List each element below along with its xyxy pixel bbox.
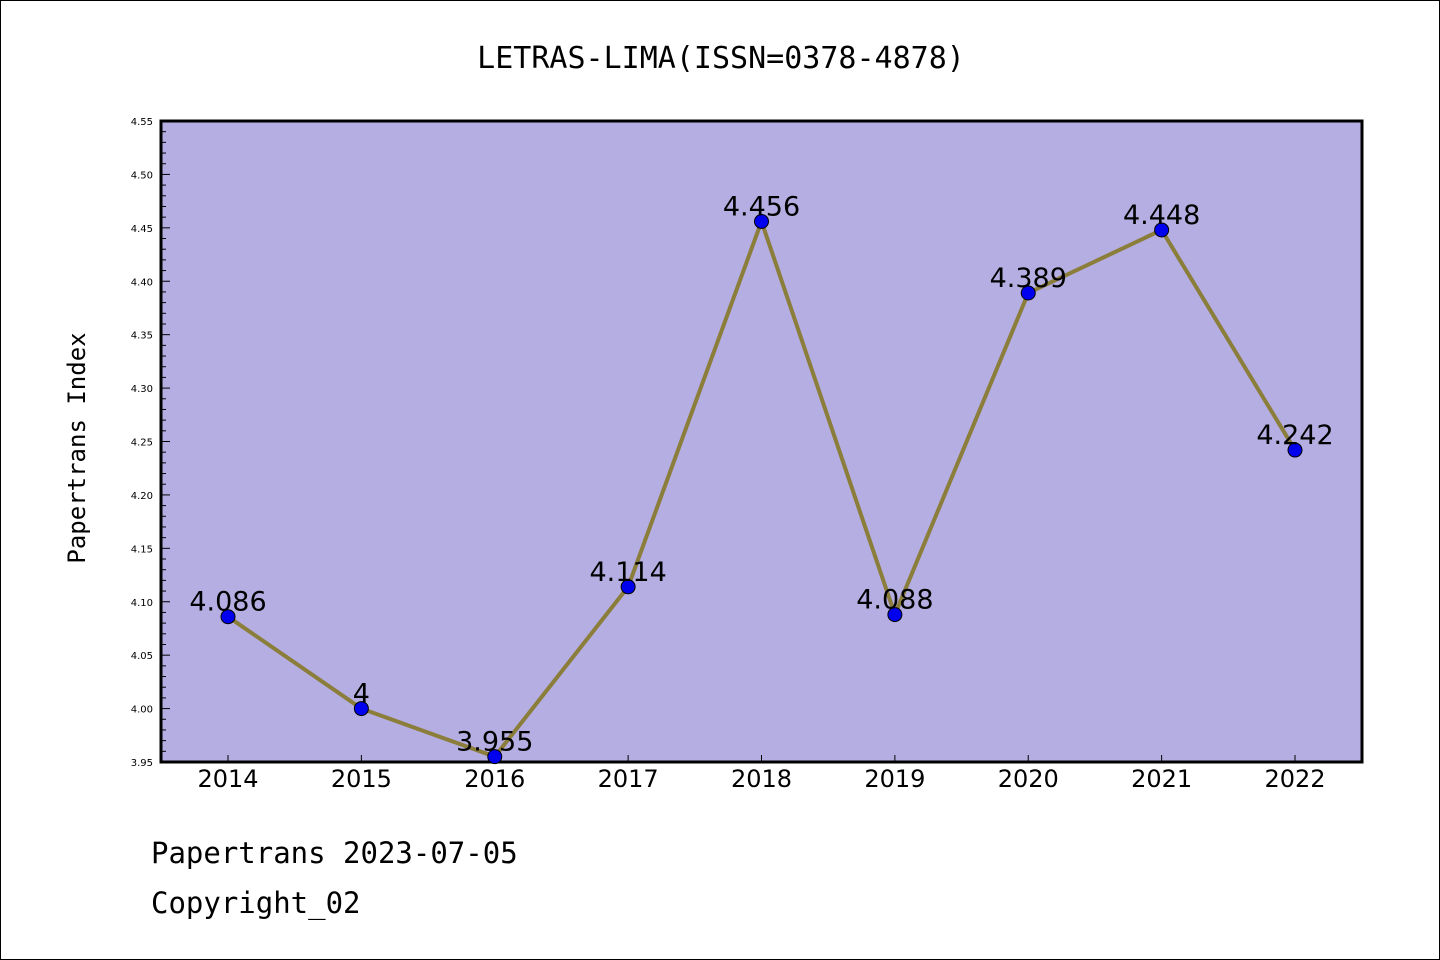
y-tick-label: 4.45 [131,224,153,235]
x-tick-label: 2016 [464,765,525,793]
data-point [220,609,236,625]
x-tick-label: 2022 [1264,765,1325,793]
footer-copyright: Copyright_02 [151,886,361,920]
y-tick-label: 4.20 [131,491,153,502]
x-tick-label: 2021 [1131,765,1192,793]
data-label: 4 [353,679,370,710]
data-point [1287,442,1303,458]
chart-title: LETRAS-LIMA(ISSN=0378-4878) [477,41,965,76]
data-label: 4.448 [1123,200,1200,231]
data-point [620,579,636,595]
y-tick-label: 4.30 [131,384,153,395]
data-points [220,213,1303,765]
y-tick-label: 4.35 [131,331,153,342]
data-label: 4.114 [589,557,666,588]
y-tick-label: 4.50 [131,170,153,181]
data-label: 4.086 [189,587,266,618]
data-label: 4.456 [723,191,800,222]
data-label: 4.088 [856,585,933,616]
x-tick-label: 2018 [731,765,792,793]
data-label: 3.955 [456,727,533,758]
data-label: 4.242 [1256,420,1333,451]
x-tick-label: 2020 [998,765,1059,793]
y-tick-label: 4.40 [131,277,153,288]
y-tick-label: 4.00 [131,705,153,716]
x-tick-label: 2019 [864,765,925,793]
y-tick-label: 4.55 [131,117,153,128]
y-tick-label: 4.05 [131,651,153,662]
y-tick-label: 3.95 [131,758,153,769]
x-axis-ticks: 2014 2015 2016 2017 2018 2019 2020 2021 2022 [197,755,1326,793]
data-point [887,607,903,623]
y-axis-label: Papertrans Index [63,332,91,563]
x-tick-label: 2017 [598,765,659,793]
data-point [754,213,769,229]
x-tick-label: 2014 [197,765,258,793]
x-tick-label: 2015 [331,765,392,793]
y-tick-label: 4.15 [131,544,153,555]
data-point [487,749,503,765]
data-point [1154,222,1170,238]
y-axis-ticks: 3.95 4.00 4.05 4.10 4.15 4.20 4.25 4.30 4.35 4.40… [131,117,170,769]
data-point [353,701,369,717]
data-label: 4.389 [990,263,1067,294]
footer-date: Papertrans 2023-07-05 [151,836,518,870]
data-labels: 4.086 4 3.955 4.114 4.456 4.088 4.389 4.448 4.24… [189,191,1333,757]
y-tick-label: 4.10 [131,598,153,609]
data-point [1020,285,1036,301]
y-tick-label: 4.25 [131,438,153,449]
